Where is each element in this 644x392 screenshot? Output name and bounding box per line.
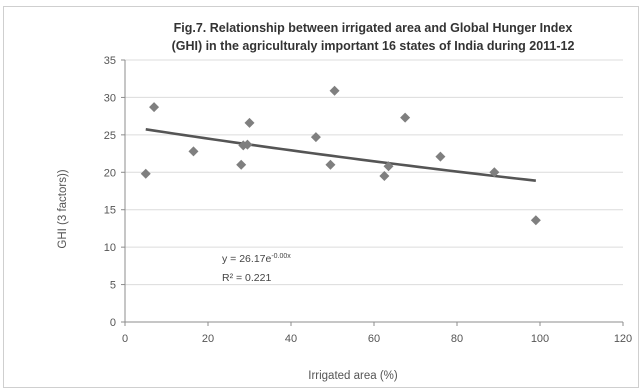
data-point (325, 159, 336, 170)
data-point (236, 159, 247, 170)
trend-equation-exponent: -0.00x (271, 253, 291, 260)
data-point (400, 112, 411, 123)
trendline (145, 128, 536, 182)
gridlines (125, 59, 623, 286)
data-point (435, 151, 446, 162)
y-tick-label: 5 (110, 280, 116, 292)
x-tick-label: 20 (202, 333, 214, 345)
data-point (242, 139, 253, 150)
trend-r-squared: R² = 0.221 (222, 272, 271, 284)
x-tick-label: 60 (368, 333, 380, 345)
data-point (329, 85, 340, 96)
axes: 0 5 10 15 20 25 30 35 0 20 40 60 80 100 120 (104, 55, 632, 345)
data-point (140, 168, 151, 179)
y-tick-label: 25 (104, 130, 116, 142)
x-tick-label: 0 (122, 333, 128, 345)
x-tick-label: 40 (285, 333, 297, 345)
y-tick-label: 10 (104, 242, 116, 254)
y-tick-label: 30 (104, 92, 116, 104)
x-axis-label: Irrigated area (%) (308, 370, 398, 382)
data-point (149, 102, 160, 113)
data-point (379, 171, 390, 182)
chart-title-line-2: (GHI) in the agriculturaly important 16 … (172, 39, 575, 53)
y-tick-label: 15 (104, 205, 116, 217)
x-tick-label: 80 (451, 333, 463, 345)
data-point (530, 215, 541, 226)
trendline-curve (145, 128, 536, 182)
data-point (383, 161, 394, 172)
y-tick-label: 20 (104, 167, 116, 179)
data-point (310, 132, 321, 143)
data-point (489, 167, 500, 178)
x-tick-label: 100 (531, 333, 549, 345)
y-axis-label: GHI (3 factors)) (57, 169, 69, 248)
data-point (244, 117, 255, 128)
data-points (140, 85, 541, 226)
trend-equation-base: y = 26.17e (222, 253, 271, 265)
data-point (188, 146, 199, 157)
chart-title-line-1: Fig.7. Relationship between irrigated ar… (174, 21, 573, 35)
chart-frame (3, 6, 639, 388)
y-tick-label: 0 (110, 317, 116, 329)
x-tick-label: 120 (614, 333, 632, 345)
y-tick-label: 35 (104, 55, 116, 67)
trend-equation: y = 26.17e-0.00x (222, 253, 291, 265)
